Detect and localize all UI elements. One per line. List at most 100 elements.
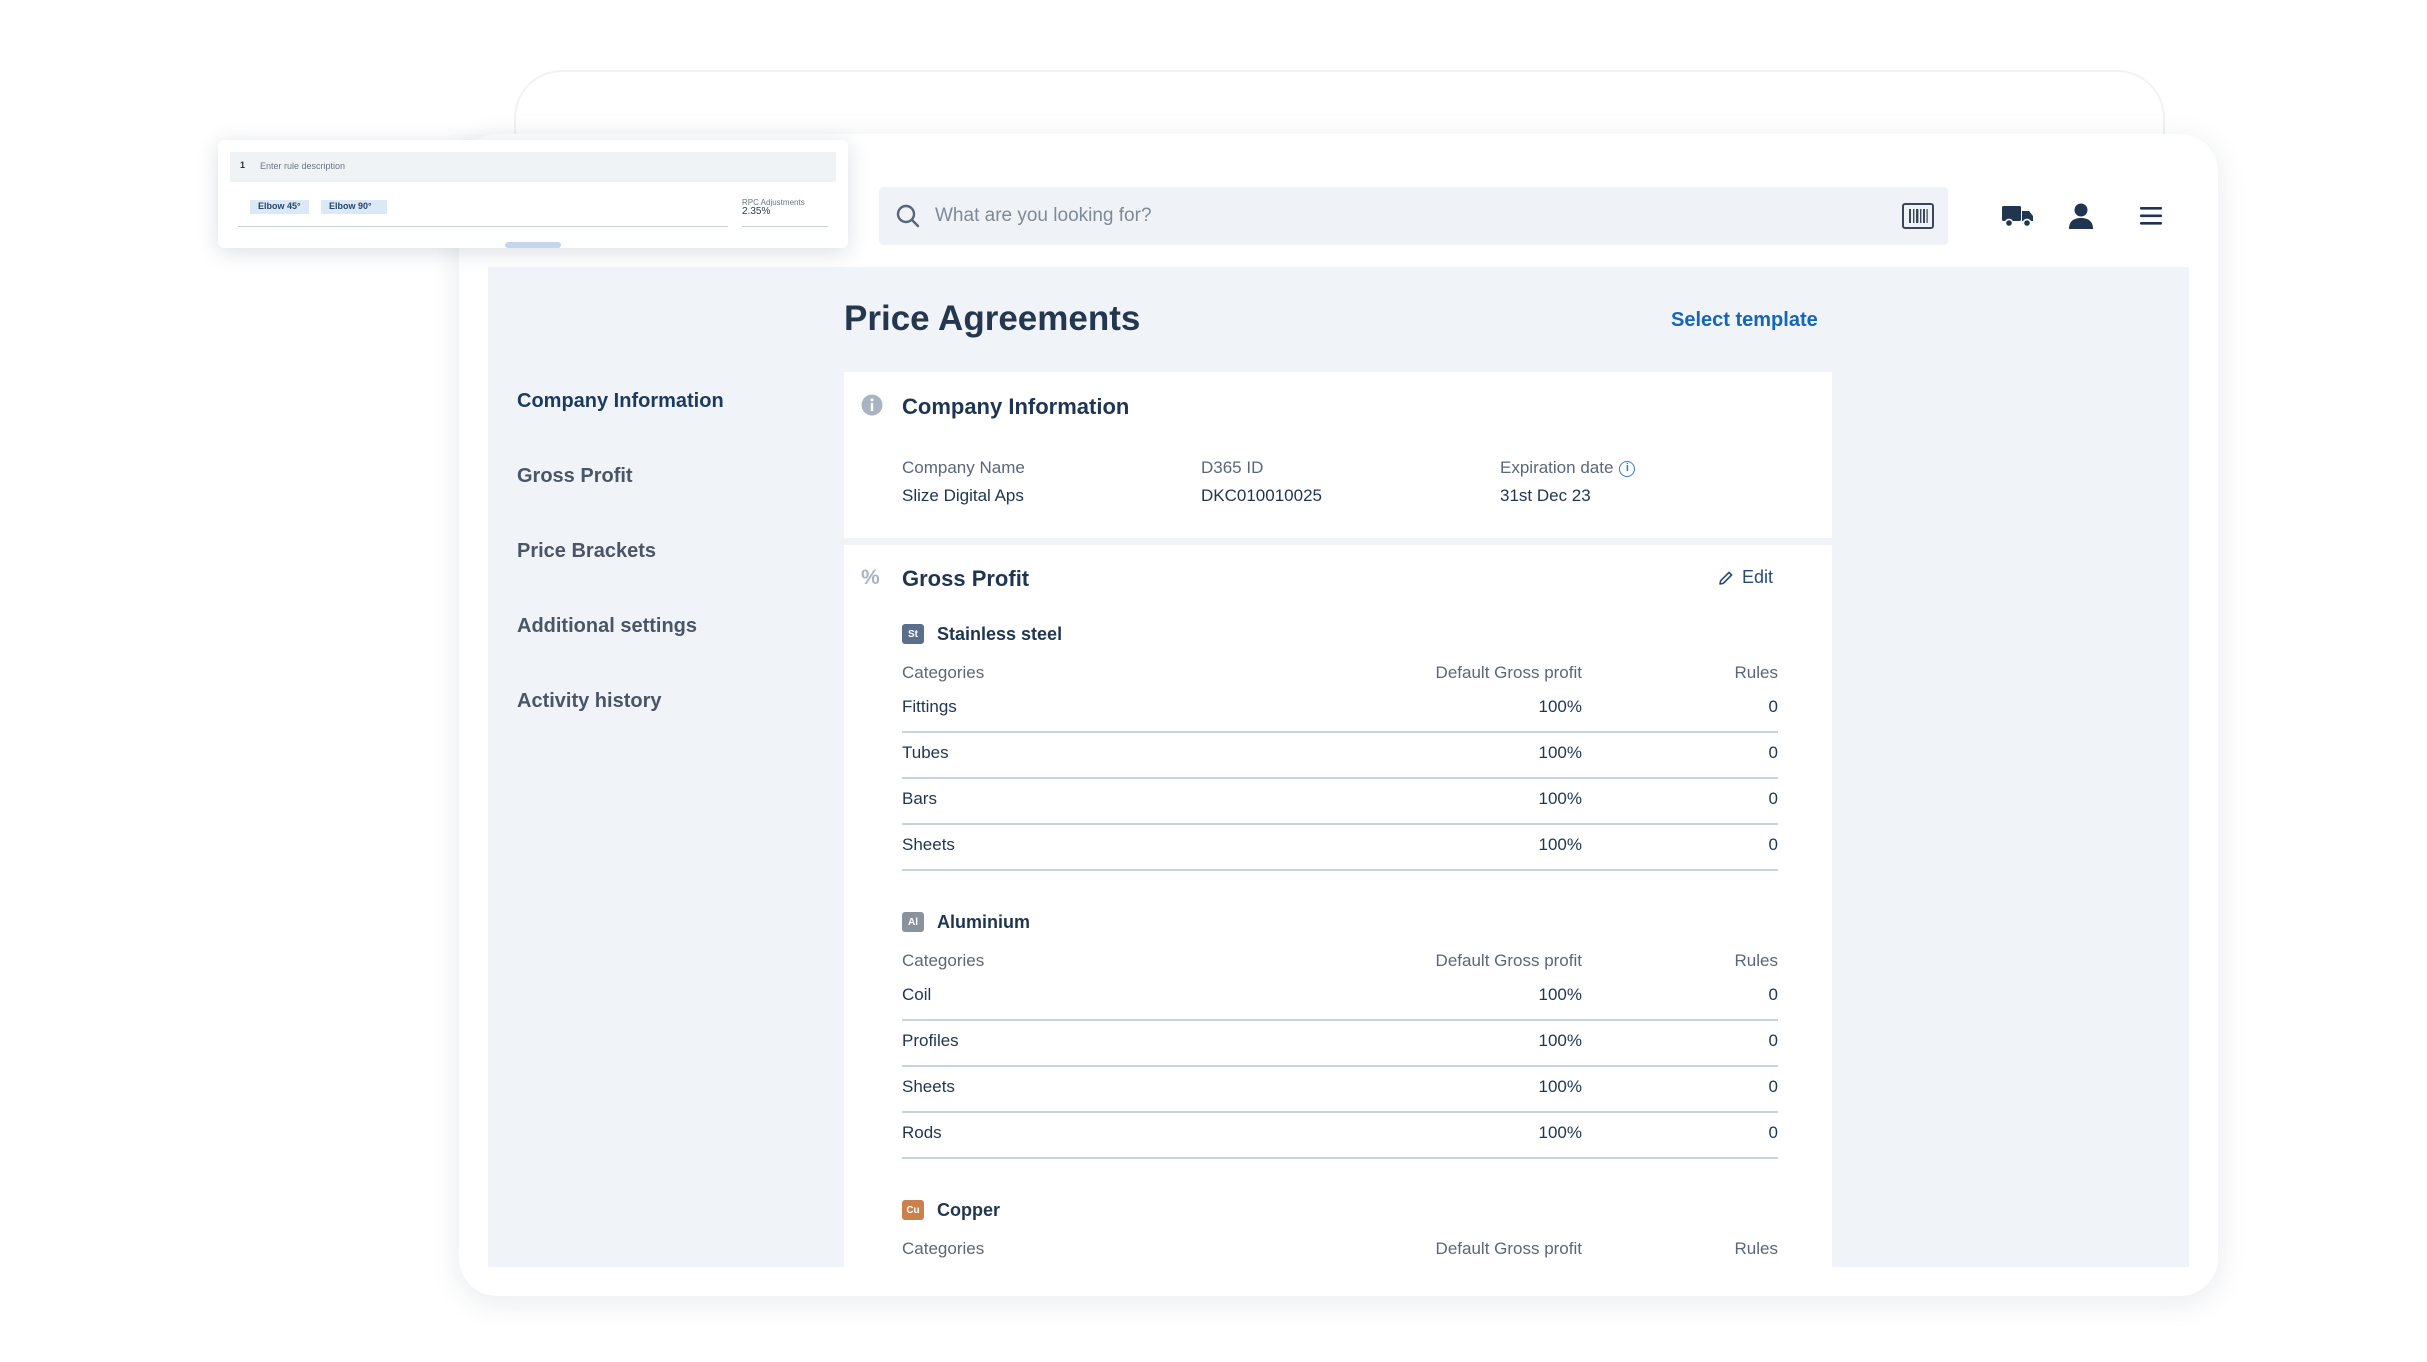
expiration-date-label: Expiration date i (1500, 458, 1636, 478)
table-row[interactable]: Sheets 100% 0 (902, 1067, 1778, 1113)
rules-cell: 0 (1768, 789, 1778, 808)
table-row[interactable]: Rods 100% 0 (902, 1113, 1778, 1159)
column-rules: Rules (1734, 663, 1778, 682)
expiration-date-label-text: Expiration date (1500, 458, 1614, 477)
menu-icon[interactable] (2133, 198, 2169, 234)
gross-profit-cell: 100% (1538, 985, 1582, 1004)
nav-item-gross-profit[interactable]: Gross Profit (517, 465, 633, 487)
category-cell: Profiles (902, 1031, 959, 1050)
percent-icon: % (861, 566, 880, 589)
category-cell: Fittings (902, 697, 957, 716)
rule-preview-card: 1 Enter rule description Elbow 45° Elbow… (218, 140, 848, 248)
column-categories: Categories (902, 951, 985, 970)
gross-profit-cell: 100% (1538, 697, 1582, 716)
category-cell: Coil (902, 985, 932, 1004)
column-default-gross-profit: Default Gross profit (1435, 663, 1582, 682)
material-section: St Stainless steel Categories Default Gross… (902, 621, 1778, 871)
nav-item-additional-settings[interactable]: Additional settings (517, 615, 697, 637)
expiration-date-value: 31st Dec 23 (1500, 486, 1591, 505)
gross-profit-cell: 100% (1538, 789, 1582, 808)
column-rules: Rules (1734, 951, 1778, 970)
table-row[interactable]: Fittings 100% 0 (902, 687, 1778, 733)
rule-description-placeholder: Enter rule description (260, 161, 346, 171)
material-header: Al Aluminium (902, 909, 1778, 935)
material-badge: Cu (902, 1200, 924, 1220)
barcode-icon[interactable] (1902, 203, 1934, 229)
gross-profit-cell: 100% (1538, 1031, 1582, 1050)
company-name-value: Slize Digital Aps (902, 486, 1024, 505)
adjustment-label: RPC Adjustments (742, 198, 805, 207)
edit-button[interactable]: Edit (1718, 567, 1773, 588)
nav-item-price-brackets[interactable]: Price Brackets (517, 540, 656, 562)
table-header: Categories Default Gross profit Rules (902, 661, 1778, 687)
column-default-gross-profit: Default Gross profit (1435, 951, 1582, 970)
rule-number: 1 (240, 160, 246, 170)
table-header: Categories Default Gross profit Rules (902, 1237, 1778, 1263)
material-section: Al Aluminium Categories Default Gross profi… (902, 909, 1778, 1159)
table-row[interactable]: Coil 100% 0 (902, 975, 1778, 1021)
rules-cell: 0 (1768, 743, 1778, 762)
column-default-gross-profit: Default Gross profit (1435, 1239, 1582, 1258)
delivery-truck-icon[interactable] (2000, 198, 2036, 234)
page-title: Price Agreements (844, 299, 1141, 338)
table-row[interactable]: Tubes 100% 0 (902, 733, 1778, 779)
scroll-indicator (505, 242, 561, 248)
info-icon (861, 394, 883, 416)
rules-cell: 0 (1768, 697, 1778, 716)
table-row[interactable]: Profiles 100% 0 (902, 1021, 1778, 1067)
category-cell: Sheets (902, 835, 955, 854)
d365-id-label: D365 ID (1201, 458, 1264, 477)
d365-id-value: DKC010010025 (1201, 486, 1322, 505)
rules-cell: 0 (1768, 1077, 1778, 1096)
category-cell: Bars (902, 789, 937, 808)
material-name: Copper (937, 1199, 1000, 1220)
column-categories: Categories (902, 663, 985, 682)
column-categories: Categories (902, 1239, 985, 1258)
select-template-link[interactable]: Select template (1671, 309, 1818, 331)
company-information-card: Company Information Company Name Slize D… (844, 372, 1832, 538)
category-cell: Sheets (902, 1077, 955, 1096)
material-name: Aluminium (937, 911, 1030, 932)
gross-profit-cell: 100% (1538, 1123, 1582, 1142)
category-cell: Tubes (902, 743, 949, 762)
edit-label: Edit (1742, 567, 1774, 587)
user-icon[interactable] (2063, 198, 2099, 234)
table-row[interactable]: Sheets 100% 0 (902, 825, 1778, 871)
rule-description-row[interactable]: 1 Enter rule description (230, 152, 836, 182)
chip-elbow-45[interactable]: Elbow 45° (250, 200, 309, 214)
content-area: Company Information Gross Profit Price B… (488, 267, 2189, 1267)
gross-profit-cell: 100% (1538, 743, 1582, 762)
material-header: Cu Copper (902, 1197, 1778, 1223)
company-card-title: Company Information (902, 394, 1130, 419)
nav-item-company-information[interactable]: Company Information (517, 390, 724, 412)
category-cell: Rods (902, 1123, 942, 1142)
material-section: Cu Copper Categories Default Gross profit Ru… (902, 1197, 1778, 1263)
search-icon (896, 204, 920, 228)
material-badge: St (902, 624, 924, 644)
rules-cell: 0 (1768, 1123, 1778, 1142)
rules-cell: 0 (1768, 1031, 1778, 1050)
gross-profit-card-title: Gross Profit (902, 566, 1030, 591)
rules-cell: 0 (1768, 835, 1778, 854)
material-badge: Al (902, 912, 924, 932)
material-header: St Stainless steel (902, 621, 1778, 647)
table-header: Categories Default Gross profit Rules (902, 949, 1778, 975)
section-nav: Company Information Gross Profit Price B… (517, 389, 817, 764)
gross-profit-cell: 100% (1538, 1077, 1582, 1096)
chip-elbow-90[interactable]: Elbow 90° (321, 200, 387, 214)
material-name: Stainless steel (937, 623, 1063, 644)
search-input[interactable] (935, 187, 1902, 245)
adjustment-value: 2.35% (742, 206, 771, 217)
table-row[interactable]: Bars 100% 0 (902, 779, 1778, 825)
divider (238, 226, 728, 227)
gross-profit-card: % Gross Profit Edit St Stainless steel Cat… (844, 545, 1832, 1267)
rules-cell: 0 (1768, 985, 1778, 1004)
pencil-icon (1719, 571, 1733, 585)
info-tooltip-icon[interactable]: i (1619, 460, 1636, 477)
column-rules: Rules (1734, 1239, 1778, 1258)
gross-profit-cell: 100% (1538, 835, 1582, 854)
divider (742, 226, 828, 227)
nav-item-activity-history[interactable]: Activity history (517, 690, 662, 712)
search-bar[interactable] (879, 187, 1948, 245)
company-name-label: Company Name (902, 458, 1025, 477)
